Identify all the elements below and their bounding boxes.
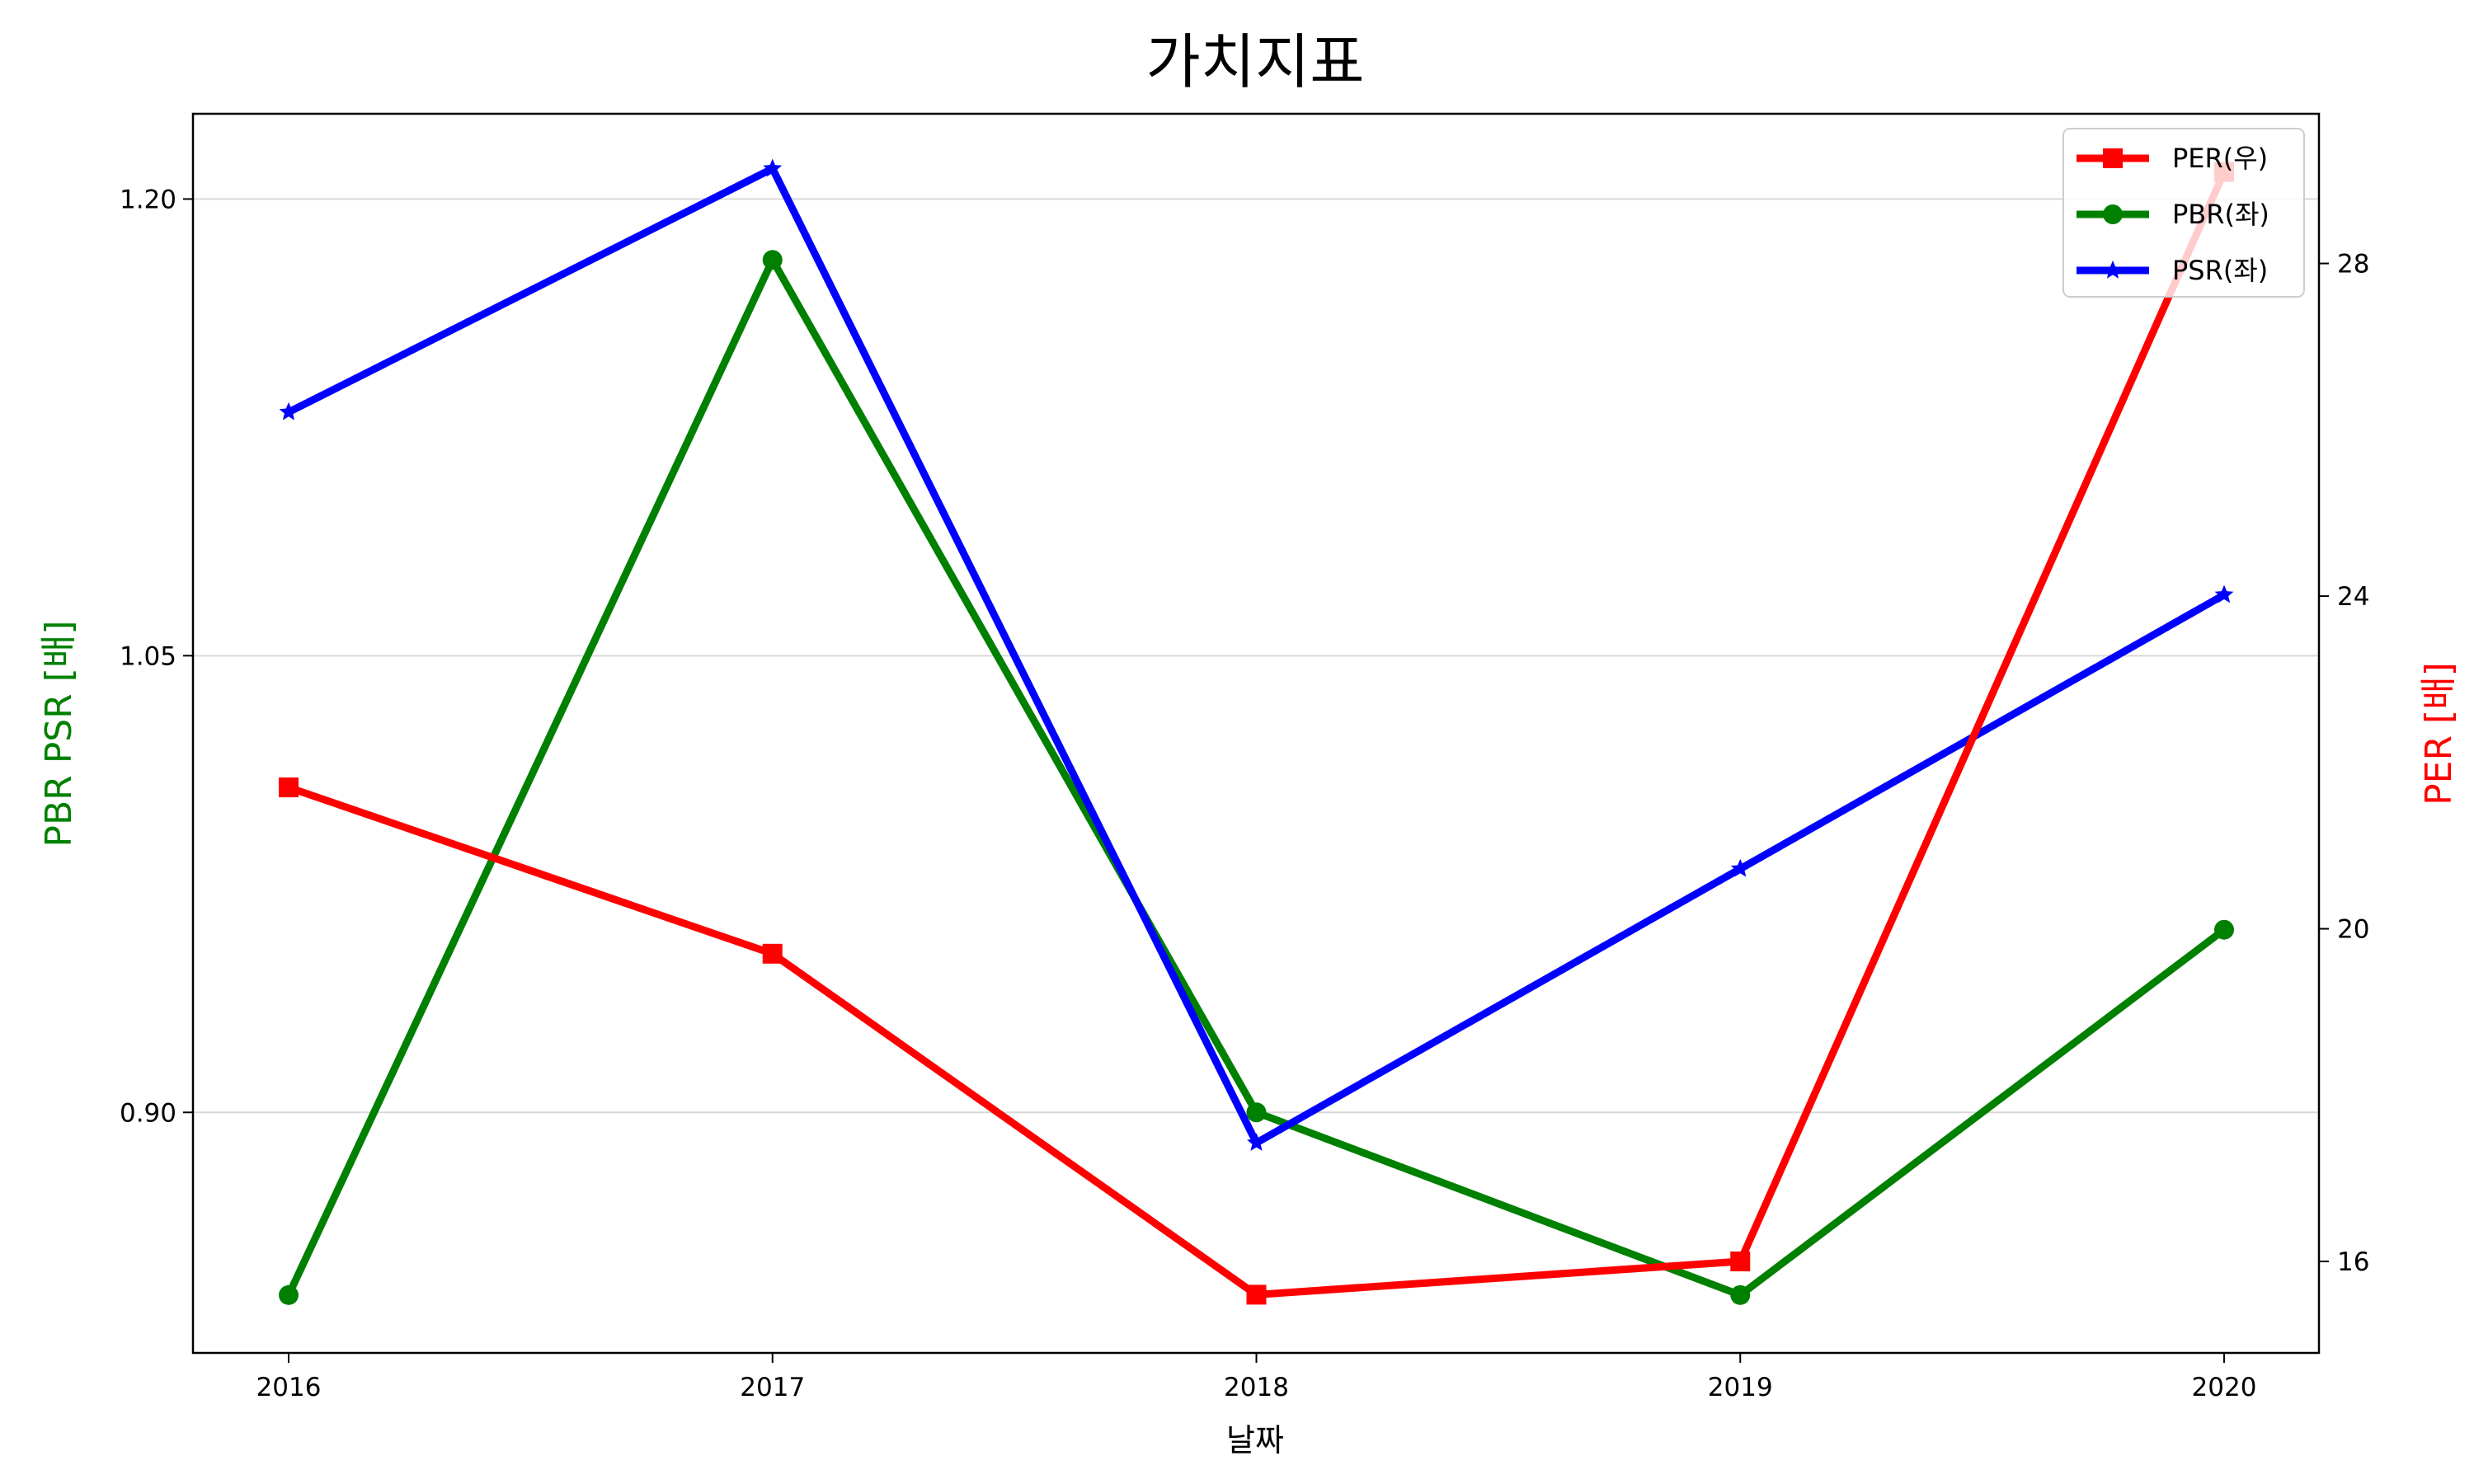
y-right-tick-label: 28 [2337, 250, 2369, 279]
data-point-psr [1247, 1133, 1266, 1151]
x-tick-label: 2017 [740, 1373, 805, 1402]
data-point-pbr [279, 1284, 299, 1305]
legend-box [2062, 128, 2305, 298]
data-point-psr [279, 402, 299, 420]
y-right-tick-label: 24 [2337, 582, 2369, 612]
legend: PER(우) PBR(좌) PSR(좌) [2062, 128, 2305, 298]
legend-label-psr: PSR(좌) [2172, 255, 2268, 286]
y-left-tick-label: 0.90 [120, 1098, 176, 1128]
data-point-per [762, 943, 783, 964]
series-per [279, 162, 2234, 1305]
x-axis: 2016 2017 2018 2019 2020 [256, 1353, 2257, 1402]
y-left-tick-label: 1.05 [120, 641, 176, 671]
legend-marker-psr [2103, 261, 2123, 279]
legend-marker-pbr [2103, 204, 2123, 224]
data-point-per [1246, 1284, 1267, 1305]
x-tick-label: 2020 [2192, 1373, 2257, 1402]
data-point-per [279, 777, 299, 798]
x-tick-label: 2018 [1224, 1373, 1289, 1402]
y-axis-right-label: PER [배] [2418, 662, 2460, 805]
legend-marker-per [2103, 148, 2123, 168]
data-point-pbr [762, 250, 783, 270]
legend-label-per: PER(우) [2172, 143, 2268, 174]
x-tick-label: 2019 [1708, 1373, 1773, 1402]
y-right-tick-label: 16 [2337, 1247, 2369, 1277]
chart-title: 가치지표 [1146, 27, 1365, 96]
y-axis-left: 0.90 1.05 1.20 [120, 185, 193, 1128]
data-point-pbr [2214, 919, 2234, 940]
data-point-pbr [1246, 1102, 1267, 1123]
plot-series [279, 158, 2234, 1305]
data-point-psr [763, 158, 783, 177]
series-pbr [279, 250, 2234, 1305]
y-axis-right: 16 20 24 28 [2319, 250, 2369, 1277]
y-axis-left-label: PBR PSR [배] [38, 620, 80, 847]
y-left-tick-label: 1.20 [120, 185, 176, 214]
series-psr [279, 158, 2234, 1151]
data-point-pbr [1730, 1284, 1751, 1305]
data-point-psr [1730, 858, 1750, 877]
data-point-per [1730, 1252, 1751, 1272]
legend-label-pbr: PBR(좌) [2172, 199, 2269, 230]
x-tick-label: 2016 [256, 1373, 322, 1402]
x-axis-label: 날짜 [1226, 1422, 1284, 1458]
data-point-psr [2214, 585, 2234, 603]
y-right-tick-label: 20 [2337, 915, 2369, 945]
